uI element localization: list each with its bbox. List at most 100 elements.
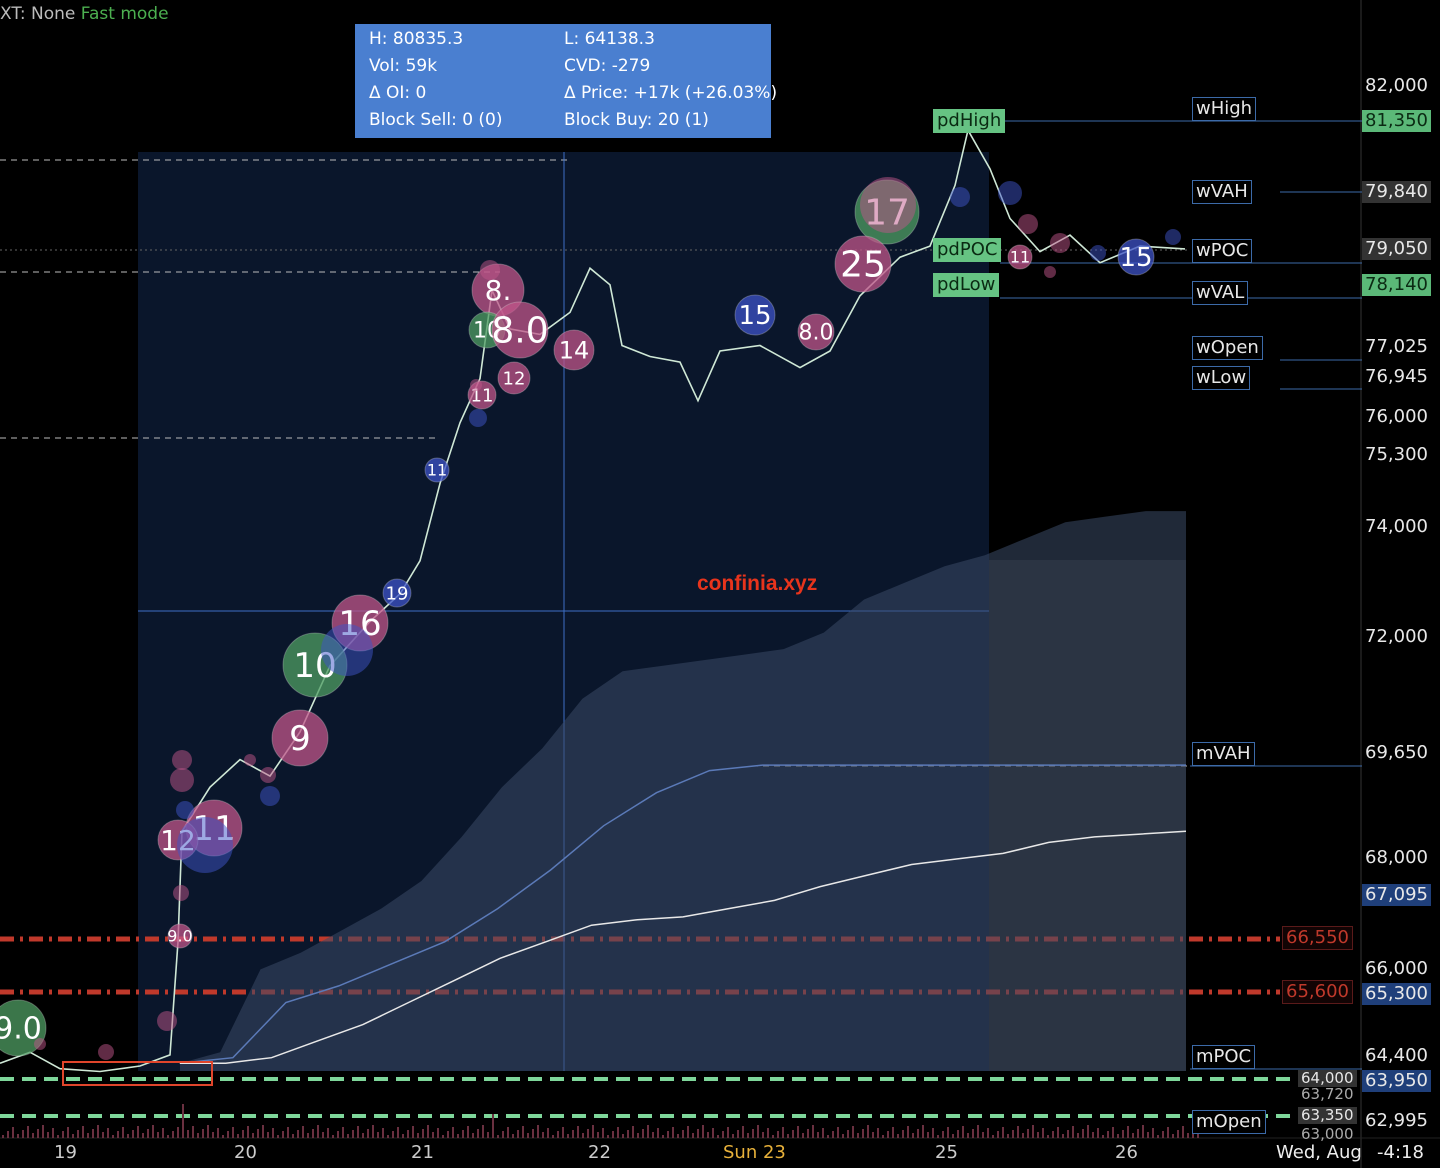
volume-bar	[62, 1131, 64, 1138]
volume-bar	[1047, 1135, 1049, 1138]
volume-bar	[562, 1127, 564, 1138]
price-tag-62995: 62,995	[1365, 1110, 1428, 1131]
volume-bar	[272, 1128, 274, 1138]
volume-bar	[837, 1127, 839, 1138]
volume-bar	[707, 1132, 709, 1138]
volume-bar	[137, 1126, 139, 1138]
volume-bar	[827, 1135, 829, 1138]
volume-bar	[312, 1129, 314, 1138]
volume-bar	[152, 1125, 154, 1138]
volume-bar	[892, 1127, 894, 1138]
highlight-box	[62, 1061, 213, 1086]
trade-bubble-small	[157, 1011, 177, 1031]
volume-bar	[1052, 1131, 1054, 1138]
level-label-pdlow: pdLow	[933, 273, 1000, 297]
volume-bar	[722, 1131, 724, 1138]
level-label-wval: wVAL	[1192, 281, 1249, 305]
price-tag-76000: 76,000	[1365, 406, 1428, 427]
price-tag-63950: 63,950	[1362, 1070, 1431, 1092]
cvd-lower-line	[179, 830, 1187, 1064]
volume-bar	[1017, 1126, 1019, 1138]
volume-bar	[67, 1127, 69, 1138]
volume-bar	[402, 1134, 404, 1138]
info-block-buy: Block Buy: 20 (1)	[564, 110, 709, 130]
trade-bubble-small	[1090, 245, 1106, 261]
volume-bar	[652, 1132, 654, 1138]
trade-bubble-label: 9.0	[167, 927, 192, 946]
volume-bar	[367, 1129, 369, 1138]
volume-bar	[547, 1128, 549, 1138]
trade-bubble	[167, 923, 193, 949]
volume-bar	[1157, 1135, 1159, 1138]
volume-bar	[297, 1130, 299, 1138]
volume-bar	[427, 1125, 429, 1138]
volume-bar	[1102, 1135, 1104, 1138]
candle-timer: -4:18	[1377, 1142, 1424, 1163]
volume-bar	[172, 1131, 174, 1138]
price-tag-81350: 81,350	[1362, 110, 1431, 132]
volume-bar	[437, 1128, 439, 1138]
volume-bar	[1152, 1128, 1154, 1138]
volume-bar	[932, 1128, 934, 1138]
volume-bar	[872, 1132, 874, 1138]
volume-bar	[962, 1126, 964, 1138]
volume-bar	[887, 1131, 889, 1138]
volume-bar	[552, 1135, 554, 1138]
level-label-mpoc: mPOC	[1192, 1045, 1256, 1069]
x-tick-20: 20	[234, 1142, 257, 1163]
volume-bar	[132, 1130, 134, 1138]
volume-bar	[1137, 1129, 1139, 1138]
volume-bar	[792, 1130, 794, 1138]
volume-bar	[1082, 1129, 1084, 1138]
info-low: L: 64138.3	[564, 29, 655, 49]
volume-bar	[757, 1125, 759, 1138]
volume-bar	[1187, 1133, 1189, 1138]
volume-bar	[852, 1126, 854, 1138]
x-tick-21: 21	[411, 1142, 434, 1163]
price-tag-72000: 72,000	[1365, 626, 1428, 647]
x-axis-current-date: Wed, Aug	[1276, 1142, 1362, 1163]
volume-bar	[612, 1131, 614, 1138]
volume-bar	[602, 1128, 604, 1138]
volume-bar	[277, 1135, 279, 1138]
volume-bar	[597, 1132, 599, 1138]
volume-bar	[1112, 1127, 1114, 1138]
volume-bar	[867, 1125, 869, 1138]
info-cvd: CVD: -279	[564, 56, 651, 76]
volume-bar	[812, 1125, 814, 1138]
volume-bar	[487, 1132, 489, 1138]
trade-bubble-label: 8.0	[491, 311, 548, 352]
volume-bar	[252, 1133, 254, 1138]
fast-mode-label[interactable]: Fast mode	[80, 4, 169, 24]
volume-bar	[1042, 1128, 1044, 1138]
volume-bar	[77, 1130, 79, 1138]
volume-bar	[802, 1133, 804, 1138]
volume-bar	[912, 1133, 914, 1138]
volume-bar	[407, 1130, 409, 1138]
price-tag-78140: 78,140	[1362, 274, 1431, 296]
trade-bubble-label: 11	[427, 461, 447, 480]
volume-bar	[307, 1133, 309, 1138]
volume-bar	[177, 1127, 179, 1138]
volume-bar	[347, 1134, 349, 1138]
volume-bar	[977, 1125, 979, 1138]
volume-bar	[122, 1127, 124, 1138]
trade-bubble-small	[177, 817, 233, 873]
volume-bar	[587, 1129, 589, 1138]
x-tick-22: 22	[588, 1142, 611, 1163]
level-label-wopen: wOpen	[1192, 336, 1263, 360]
volume-bar	[797, 1126, 799, 1138]
volume-bar	[1107, 1131, 1109, 1138]
volume-bar	[657, 1128, 659, 1138]
volume-bar	[982, 1132, 984, 1138]
volume-bar	[377, 1132, 379, 1138]
volume-bar	[522, 1126, 524, 1138]
volume-bar	[987, 1128, 989, 1138]
volume-bar	[617, 1127, 619, 1138]
volume-bar	[1162, 1131, 1164, 1138]
x-tick-25: 25	[935, 1142, 958, 1163]
volume-bar	[1147, 1132, 1149, 1138]
volume-bar	[577, 1126, 579, 1138]
volume-bar	[897, 1134, 899, 1138]
